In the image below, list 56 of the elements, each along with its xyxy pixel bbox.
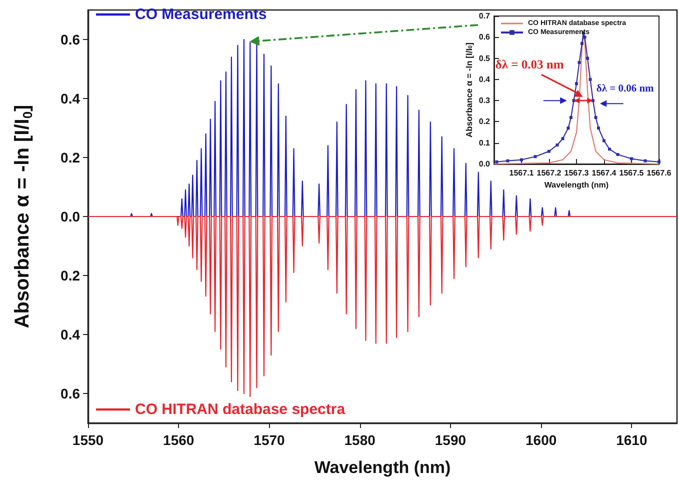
y-tick-label: 0.2 — [478, 117, 491, 126]
x-axis-title: Wavelength (nm) — [544, 180, 609, 190]
y-tick-label: 0.4 — [60, 326, 80, 342]
point — [506, 159, 510, 162]
y-tick-label: 0.4 — [60, 90, 80, 106]
point — [644, 159, 647, 162]
point — [520, 158, 523, 162]
point — [608, 148, 611, 151]
y-axis-title: Absorbance α = -ln [I/I0] — [12, 104, 35, 328]
x-tick-label: 1567.4 — [592, 168, 617, 178]
point — [630, 157, 633, 160]
y-tick-label: 0.1 — [478, 138, 491, 148]
x-tick-label: 1610 — [616, 432, 648, 448]
y-tick-label: 0.2 — [60, 268, 80, 284]
y-tick-label: 0.3 — [478, 96, 491, 106]
point — [575, 82, 578, 86]
x-tick-label: 1570 — [254, 432, 286, 448]
point — [578, 61, 581, 64]
y-tick-label: 0.6 — [60, 32, 80, 48]
x-tick-label: 1560 — [163, 432, 194, 448]
y-tick-label: 0.0 — [478, 160, 491, 168]
point — [616, 152, 620, 156]
y-tick-label: 0.6 — [60, 386, 80, 402]
point — [534, 155, 537, 158]
x-tick-label: 1567.6 — [646, 168, 672, 178]
y-tick-label: 0.0 — [60, 208, 80, 224]
annotation: δλ = 0.03 nm — [495, 58, 564, 72]
x-tick-label: 1567.1 — [509, 168, 534, 178]
point — [548, 150, 550, 153]
x-tick-label: 1600 — [526, 432, 557, 448]
point — [588, 78, 592, 81]
x-tick-label: 1567.3 — [564, 168, 590, 178]
point — [597, 126, 600, 130]
x-axis-title: Wavelength (nm) — [314, 458, 451, 477]
point — [556, 143, 559, 146]
x-tick-label: 1580 — [344, 432, 376, 448]
legend-label: CO Measurements — [135, 6, 267, 23]
x-tick-label: 1550 — [72, 432, 104, 448]
x-tick-label: 1567.2 — [536, 168, 562, 178]
point — [594, 116, 598, 119]
point — [566, 126, 570, 130]
annotation: δλ = 0.06 nm — [596, 84, 654, 95]
point — [583, 36, 586, 39]
x-tick-label: 1567.5 — [619, 168, 644, 178]
point — [586, 56, 589, 60]
point — [602, 139, 606, 142]
y-tick-label: 0.2 — [60, 150, 80, 166]
legend-label: CO HITRAN database spectra — [135, 401, 346, 418]
y-tick-label: 0.7 — [478, 12, 491, 20]
point — [561, 137, 564, 140]
y-tick-label: 0.5 — [478, 54, 491, 63]
y-tick-label: 0.4 — [478, 74, 491, 84]
y-tick-label: 0.6 — [478, 32, 491, 42]
x-tick-label: 1590 — [434, 432, 466, 448]
line-series — [87, 216, 678, 397]
point — [495, 160, 498, 164]
